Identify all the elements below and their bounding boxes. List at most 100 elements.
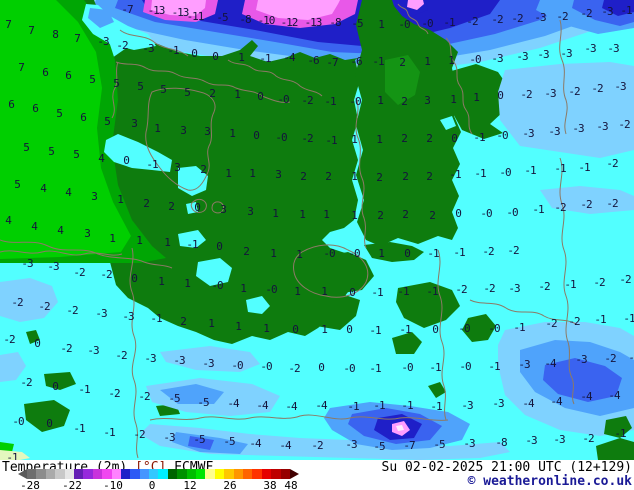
temp-label: -2: [582, 432, 594, 445]
temp-label: 5: [14, 178, 20, 191]
coastline-path: [397, 3, 429, 35]
temp-label: 3: [84, 227, 90, 240]
colorbar-segment: [158, 469, 168, 479]
temp-label: 1: [234, 88, 240, 101]
temp-label: -1: [429, 361, 441, 374]
temp-label: -12: [281, 16, 298, 29]
temp-label: -8: [239, 13, 251, 26]
temp-label: 2: [325, 170, 331, 183]
temp-label: -1: [623, 312, 634, 325]
colorbar-segment: [27, 469, 37, 479]
temp-label: -7: [326, 56, 338, 69]
temp-label: -3: [87, 344, 99, 357]
coastline-path: [0, 239, 173, 269]
map-region-notch-b: [440, 116, 456, 130]
temp-label: -2: [520, 88, 532, 101]
temp-label: 1: [270, 247, 276, 260]
temp-label: 7: [5, 18, 11, 31]
temp-label: -0: [496, 129, 508, 142]
temp-label: -0: [260, 360, 272, 373]
colorbar-segment: [120, 469, 131, 479]
map-region-green-se-2: [604, 416, 632, 438]
temp-label: 0: [194, 201, 200, 214]
temp-label: -2: [618, 118, 630, 131]
temp-label: 0: [292, 323, 298, 336]
colorbar-segment: [102, 469, 112, 479]
map-region-lake-kattegat: [104, 134, 172, 172]
temp-label: -0: [277, 93, 289, 106]
map-region-inlet-south: [178, 230, 206, 248]
colorbar-segment: [130, 469, 140, 479]
temp-label: 5: [160, 83, 166, 96]
temp-label: -0: [401, 361, 413, 374]
temp-label: -4: [608, 389, 621, 402]
map-region-pale-east-band: [498, 62, 634, 158]
temp-label: 5: [73, 148, 79, 161]
temp-label: -2: [606, 197, 618, 210]
colorbar-segment: [186, 469, 197, 479]
temp-label: -3: [607, 42, 619, 55]
coastline-path: [129, 247, 139, 459]
colorbar-segment: [92, 469, 103, 479]
temp-label: 2: [180, 315, 186, 328]
map-region-lake-baltic-w: [178, 166, 208, 196]
temp-label: 7: [28, 24, 34, 37]
temp-label: -2: [115, 349, 127, 362]
temp-label: -2: [591, 82, 603, 95]
temp-label: -1: [427, 247, 439, 260]
temp-label: 1: [448, 54, 454, 67]
temp-label: -2: [66, 304, 78, 317]
temp-label: 3: [424, 94, 430, 107]
temp-label: -2: [288, 362, 300, 375]
temp-label: 0: [34, 337, 40, 350]
map-region-pink-west: [151, 0, 206, 16]
temp-label: 0: [432, 323, 438, 336]
map-region-patch-c3: [312, 294, 360, 330]
temp-label: -0: [323, 247, 335, 260]
temp-label: -2: [619, 273, 631, 286]
temp-label: -3: [584, 42, 596, 55]
temp-label: -1: [426, 285, 438, 298]
temp-label: -1: [473, 131, 485, 144]
colorbar-segment: [149, 469, 159, 479]
temp-label: -3: [122, 310, 134, 323]
temp-label: 6: [80, 111, 86, 124]
temp-label: 1: [263, 322, 269, 335]
temperature-colorbar: [18, 469, 299, 479]
temp-label: 6: [42, 66, 48, 79]
temp-label: 0: [257, 90, 263, 103]
temp-label: -1: [373, 399, 385, 412]
colorbar-right-arrow-icon: [289, 469, 299, 479]
temp-label: 2: [300, 170, 306, 183]
temp-label: -1: [449, 168, 461, 181]
temp-label: -0: [499, 166, 511, 179]
temp-label: 6: [65, 69, 71, 82]
temp-label: 2: [399, 56, 405, 69]
temp-label: -1: [369, 324, 381, 337]
temp-label: 1: [473, 91, 479, 104]
colorbar-segment: [214, 469, 225, 479]
temp-label: -3: [345, 438, 357, 451]
temp-label: 0: [123, 154, 129, 167]
temp-label: 2: [377, 209, 383, 222]
temp-label: 2: [376, 171, 382, 184]
colorbar-segment: [205, 469, 215, 479]
temp-label: -10: [258, 14, 275, 27]
temp-label: -2: [606, 157, 618, 170]
temp-label: 1: [136, 234, 142, 247]
temp-label: -3: [463, 437, 475, 450]
temp-label: -2: [38, 300, 50, 313]
temp-label: 0: [212, 50, 218, 63]
coastline-path: [559, 19, 568, 135]
temp-label: -1: [532, 203, 544, 216]
coastline-path: [145, 87, 216, 191]
coastline-path: [0, 250, 123, 256]
temp-label: 2: [426, 132, 432, 145]
temp-label: 1: [117, 193, 123, 206]
map-region-pale-mid: [160, 346, 260, 372]
colorbar-segment: [196, 469, 206, 479]
temp-label: -1: [372, 55, 384, 68]
map-region-se-blob-med: [543, 358, 622, 402]
temp-label: -2: [538, 280, 550, 293]
